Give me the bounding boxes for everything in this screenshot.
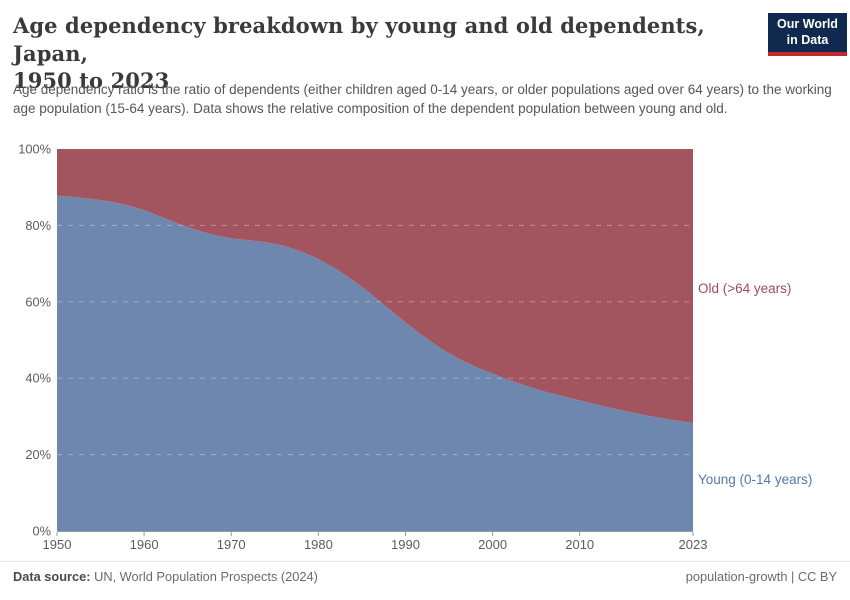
chart-tick-labels: 1950 1960 1970 1980 1990 2000 2010 2023 0% 20% 40%… <box>18 142 707 553</box>
x-tick-label-1970: 1970 <box>217 537 246 552</box>
chart-footer: Data source: UN, World Population Prospe… <box>13 569 837 584</box>
chart-subtitle: Age dependency ratio is the ratio of dep… <box>13 82 832 117</box>
y-tick-label-0: 0% <box>33 524 52 539</box>
x-tick-label-2000: 2000 <box>478 537 507 552</box>
y-tick-label-60: 60% <box>25 294 51 309</box>
license-text: population-growth | CC BY <box>685 569 837 584</box>
stacked-area-chart: 1950 1960 1970 1980 1990 2000 2010 2023 0% 20% 40%… <box>18 142 707 553</box>
series-label-young: Young (0-14 years) <box>698 472 813 487</box>
x-tick-label-1990: 1990 <box>391 537 420 552</box>
x-tick-label-2023: 2023 <box>679 537 708 552</box>
x-tick-label-1950: 1950 <box>43 537 72 552</box>
x-tick-label-1980: 1980 <box>304 537 333 552</box>
chart-axes <box>56 531 694 536</box>
data-source-value: UN, World Population Prospects (2024) <box>90 569 318 584</box>
data-source-label: Data source: <box>13 569 91 584</box>
page-title: Age dependency breakdown by young and ol… <box>13 12 733 95</box>
y-tick-label-40: 40% <box>25 371 51 386</box>
owid-logo: Our World in Data <box>768 13 847 56</box>
title-line-1: Age dependency breakdown by young and ol… <box>13 13 705 66</box>
data-source: Data source: UN, World Population Prospe… <box>13 569 318 584</box>
y-tick-label-80: 80% <box>25 218 51 233</box>
area-young <box>57 195 693 531</box>
x-tick-label-2010: 2010 <box>565 537 594 552</box>
series-label-old: Old (>64 years) <box>698 281 792 296</box>
area-old <box>57 149 693 423</box>
y-tick-label-100: 100% <box>18 142 51 157</box>
chart-areas <box>57 149 693 531</box>
x-tick-label-1960: 1960 <box>130 537 159 552</box>
chart-gridlines <box>57 224 693 456</box>
y-tick-label-20: 20% <box>25 447 51 462</box>
title-line-2: 1950 to 2023 <box>13 68 170 94</box>
footer-divider <box>0 561 850 562</box>
owid-logo-text: Our World in Data <box>777 16 838 47</box>
